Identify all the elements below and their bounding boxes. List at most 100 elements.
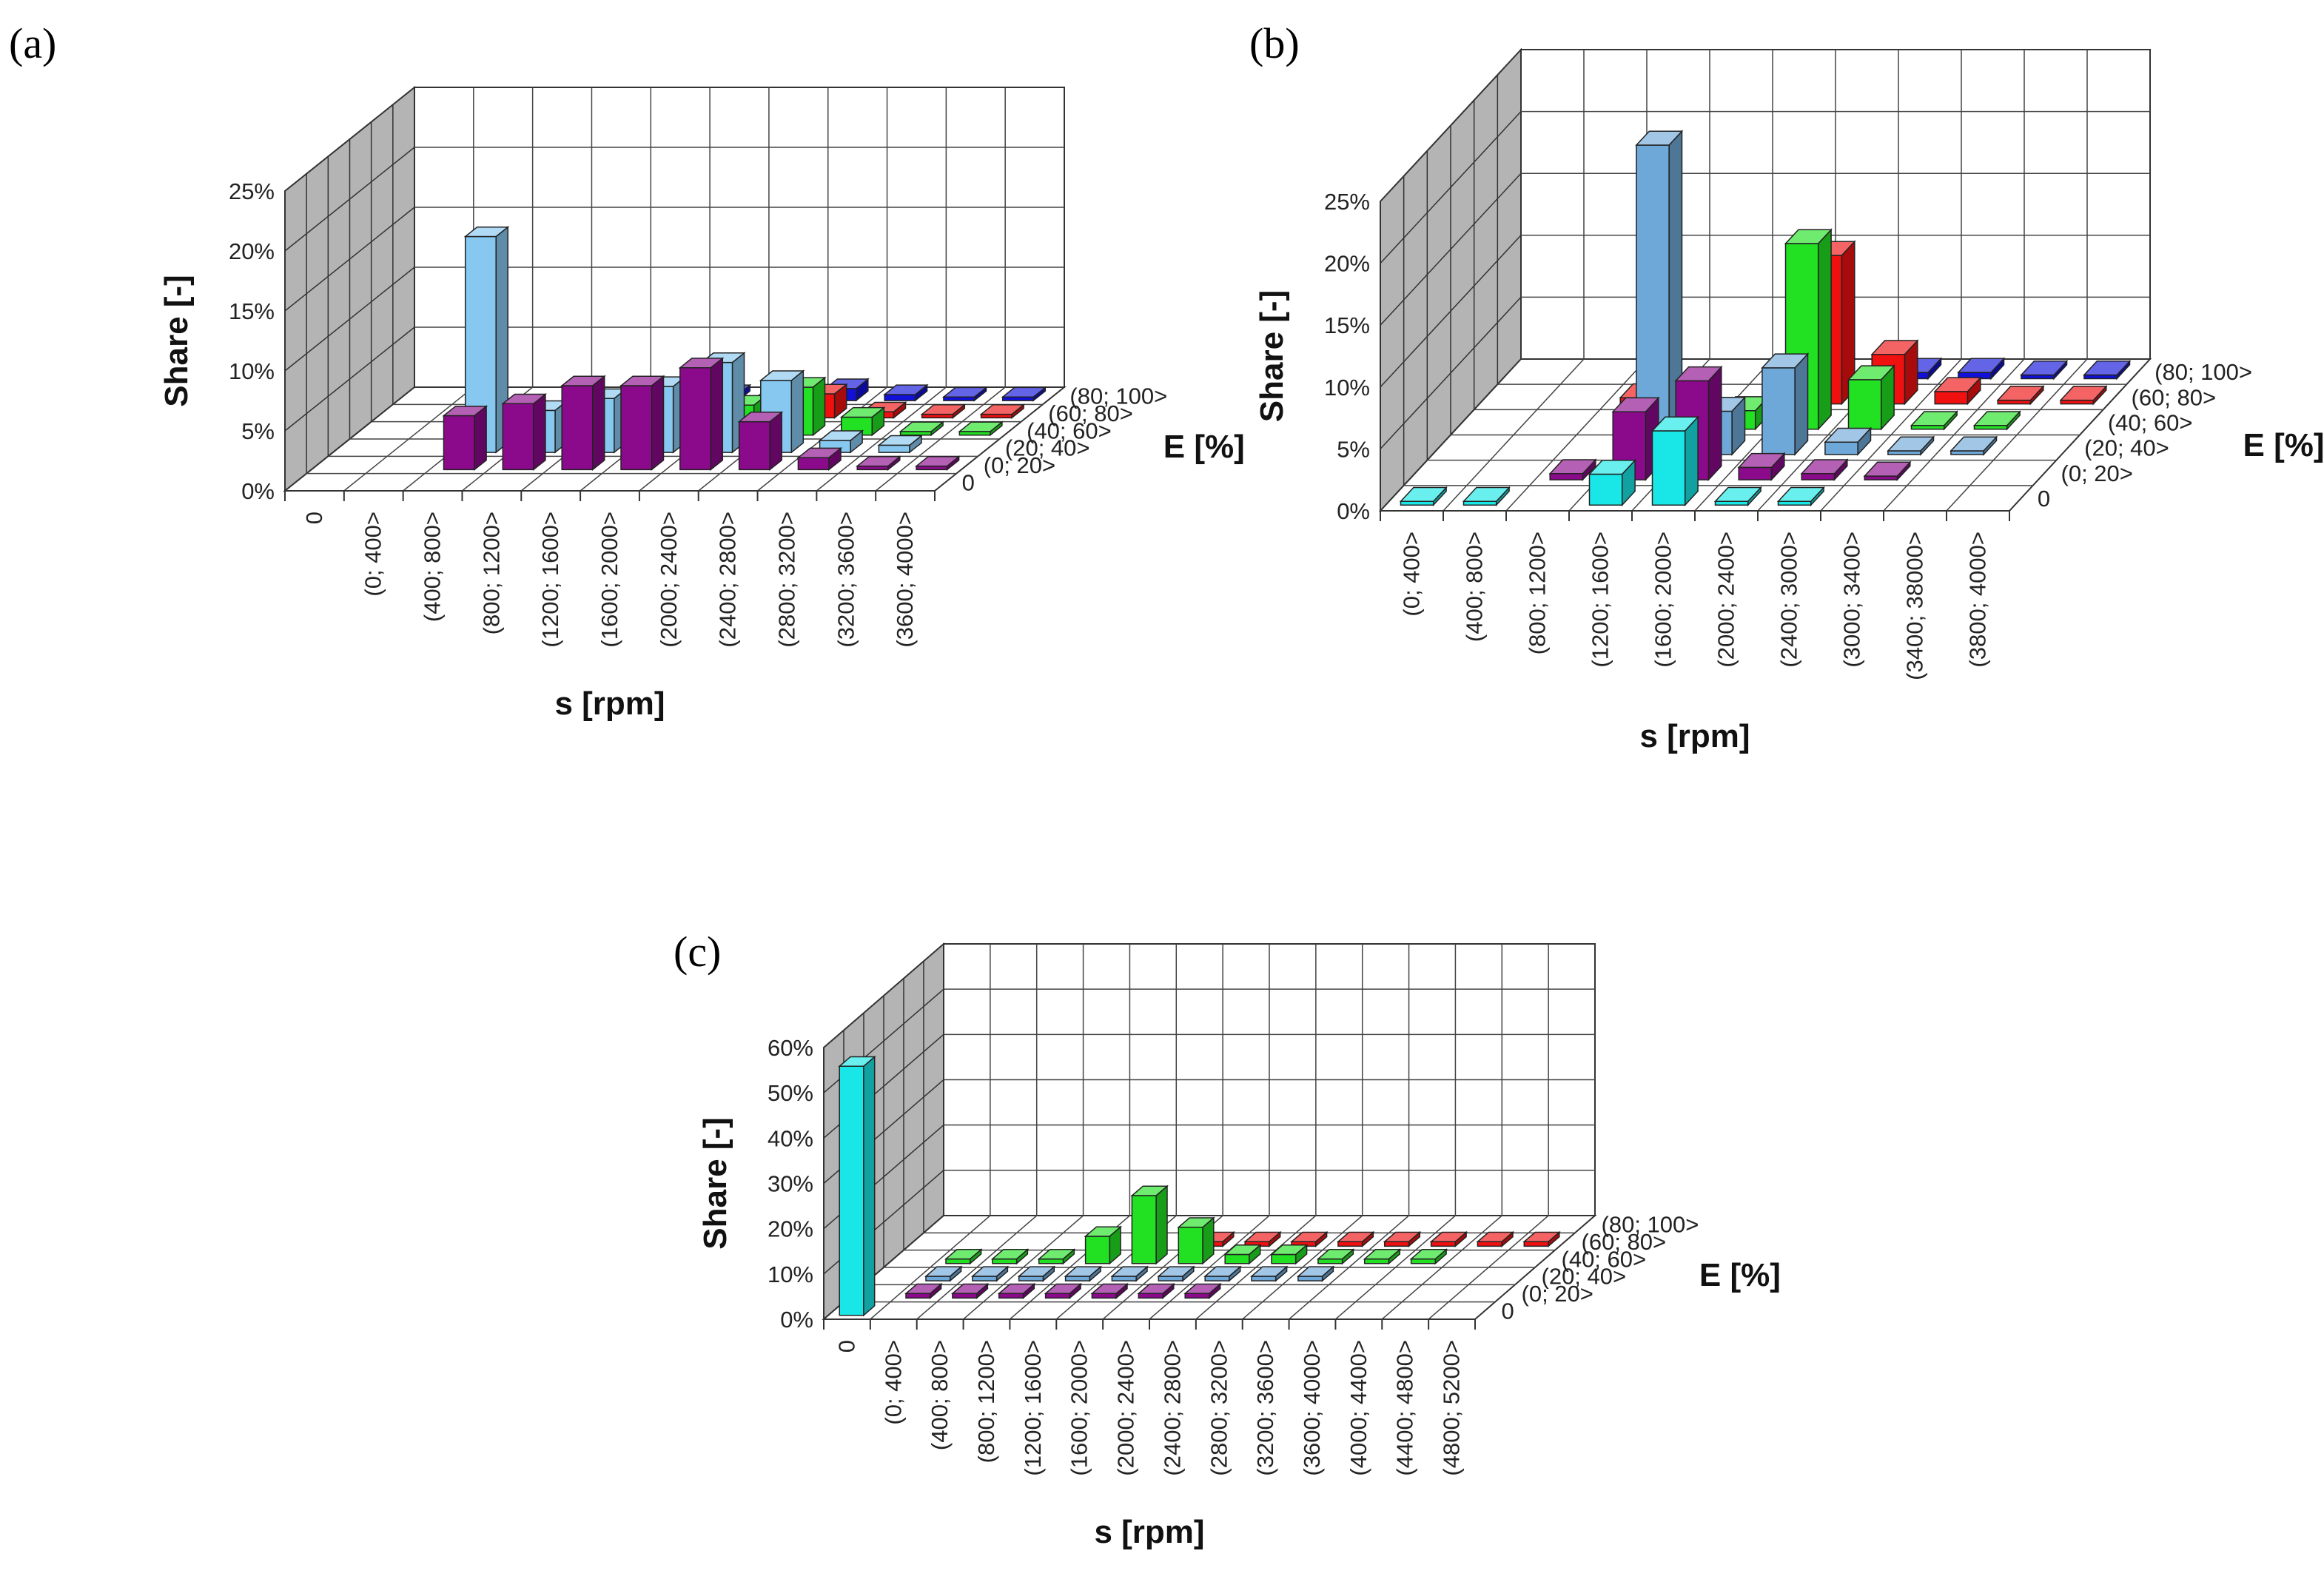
bar-side [711,358,722,470]
x-tick-label: (1600; 2000> [1650,532,1676,668]
bar-front [1225,1255,1249,1264]
y-tick-label: 60% [768,1035,813,1061]
bar-front [1318,1259,1343,1264]
bar-a-1-4 [562,376,605,469]
x-tick-label: (2400; 3000> [1776,532,1802,668]
depth-axis-title: E [%] [1163,429,1245,465]
x-tick-label: (800; 1200> [478,512,504,634]
bar-side [1818,229,1831,429]
y-tick-label: 20% [1324,251,1370,277]
depth-tick-label: 0 [962,469,975,495]
x-tick-label: 0 [833,1340,859,1353]
x-tick-label: (2000; 2400> [1713,532,1739,668]
bar-side [1156,1186,1167,1264]
y-tick-label: 50% [768,1080,813,1106]
panel-label: (a) [9,19,56,67]
bar-side [474,406,486,470]
bar-c-3-6 [1178,1218,1214,1264]
bar-front [926,1276,950,1281]
bar-front [1550,474,1582,480]
bar-front [1590,475,1622,506]
y-tick-label: 10% [229,358,275,384]
x-tick-label: (3200; 3600> [1252,1340,1278,1476]
depth-tick-label: (80; 100> [1602,1212,1699,1238]
x-axis-title: s [rpm] [1639,718,1750,754]
x-tick-label: (2000; 2400> [656,512,682,648]
bar-front [1019,1276,1044,1281]
bar-front [884,395,916,401]
bar-front [1092,1293,1116,1298]
bar-front [906,1293,930,1298]
y-tick-label: 25% [229,178,275,204]
y-tick-label: 30% [768,1171,813,1197]
bar-a-1-2 [444,406,487,470]
bar-front [1431,1241,1456,1246]
bar-front [1801,474,1834,480]
bar-front [1653,431,1685,505]
x-tick-label: (0; 400> [360,512,386,597]
bar-side [791,371,803,452]
chart-c: 0%10%20%30%40%50%60%Share [-]0(0; 400>(4… [674,928,1781,1550]
x-tick-label: (1600; 2000> [1067,1340,1092,1476]
y-tick-label: 40% [768,1125,813,1151]
chart-a: 0%5%10%15%20%25%Share [-]0(0; 400>(400; … [9,19,1245,722]
depth-tick-label: 0 [1502,1298,1514,1324]
x-tick-label: (3000; 3400> [1839,532,1865,668]
bar-front [739,422,770,470]
x-tick-label: (3400; 38000> [1902,532,1928,680]
x-tick-label: (0; 400> [880,1340,906,1425]
bar-front [1524,1241,1548,1246]
bar-c-3-5 [1132,1186,1167,1264]
y-tick-label: 0% [780,1307,813,1333]
bar-front [993,1259,1017,1264]
x-tick-label: (2000; 2400> [1113,1340,1139,1476]
bar-front [1205,1276,1229,1281]
chart-b: 0%5%10%15%20%25%Share [-](0; 400>(400; 8… [1249,19,2324,754]
y-tick-label: 20% [229,238,275,264]
x-tick-label: (2800; 3200> [773,512,799,648]
bar-b-0-3 [1590,460,1636,506]
bar-front [1138,1293,1163,1298]
bar-side [652,376,664,469]
y-tick-label: 5% [241,418,275,444]
x-tick-label: (400; 800> [927,1340,953,1450]
y-tick-label: 15% [1324,312,1370,338]
bar-front [1411,1259,1436,1264]
depth-tick-label: 0 [2038,486,2050,512]
bar-front [1825,442,1858,455]
x-tick-label: (3600; 4000> [1299,1340,1325,1476]
bar-front [1477,1241,1502,1246]
x-axis-title: s [rpm] [1094,1514,1204,1550]
x-tick-label: (4000; 4400> [1346,1340,1371,1476]
bar-front [1039,1259,1064,1264]
bar-front [1272,1255,1296,1264]
x-tick-label: (3800; 4000> [1965,532,1991,668]
y-axis-title: Share [-] [697,1117,733,1249]
depth-axis-title: E [%] [1699,1257,1781,1293]
bar-front [1185,1293,1209,1298]
y-tick-label: 0% [241,478,275,504]
bar-a-1-3 [503,395,545,470]
bar-front [953,1293,977,1298]
bar-b-0-4 [1653,417,1699,505]
y-tick-label: 25% [1324,189,1370,215]
bar-c-0-0 [839,1057,875,1316]
y-tick-label: 0% [1337,498,1370,524]
panel-label: (c) [674,928,721,976]
bar-front [1252,1276,1276,1281]
bar-front [1762,368,1795,455]
bar-front [1935,392,1967,404]
panel-label: (b) [1249,19,1300,67]
depth-axis-title: E [%] [2243,427,2324,463]
bar-front [444,416,475,470]
depth-tick-label: (0; 20> [2061,460,2133,486]
x-tick-label: (800; 1200> [973,1340,999,1463]
y-axis-title: Share [-] [1254,290,1290,422]
bar-b-2-5 [1762,354,1808,455]
depth-tick-label: (40; 60> [2108,409,2193,435]
y-tick-label: 15% [229,298,275,324]
bar-front [1066,1276,1090,1281]
x-tick-label: (400; 800> [420,512,446,622]
x-tick-label: (2400; 2800> [715,512,741,648]
